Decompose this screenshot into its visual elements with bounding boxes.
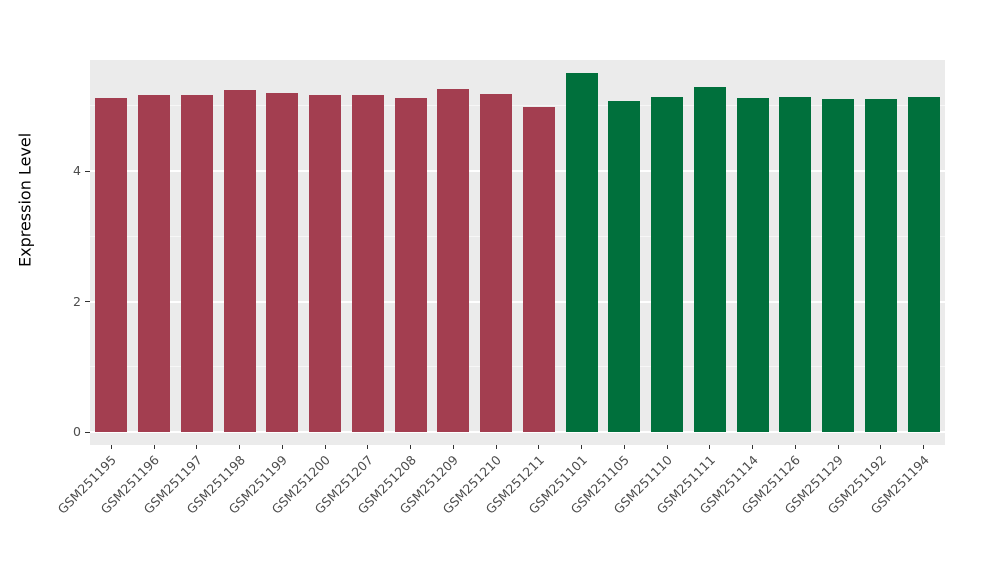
gridline-major [90,300,945,303]
x-tick-mark [623,445,625,449]
x-tick-mark [837,445,839,449]
bar [737,98,769,432]
bar [309,95,341,432]
x-tick-mark [495,445,497,449]
x-tick-mark [452,445,454,449]
y-tick-mark [85,431,90,433]
x-tick-mark [752,445,754,449]
y-tick-label: 0 [73,424,81,439]
x-tick-mark [923,445,925,449]
x-tick-mark [324,445,326,449]
bar [608,101,640,432]
x-tick-mark [709,445,711,449]
gridline-major [90,170,945,172]
bar [822,99,854,432]
gridline-minor [90,105,945,107]
x-tick-mark [794,445,796,449]
bar [395,98,427,432]
y-axis-title: Expression Level [16,133,35,267]
bar [908,97,940,432]
bar [566,73,598,432]
bar [181,95,213,432]
bar [480,94,512,432]
gridline-minor [90,366,945,368]
x-tick-mark [110,445,112,449]
x-tick-mark [410,445,412,449]
x-tick-mark [239,445,241,449]
bar [95,98,127,432]
bar [138,95,170,432]
bar [865,99,897,432]
y-tick-mark [85,170,90,172]
x-tick-mark [196,445,198,449]
x-tick-mark [880,445,882,449]
y-tick-mark [85,301,90,302]
bar [437,89,469,432]
x-tick-mark [367,445,369,449]
bar [266,93,298,432]
bar [352,95,384,432]
gridline-minor [90,235,945,237]
plot-panel [90,60,945,445]
bar [224,90,256,432]
bar [779,97,811,432]
y-tick-label: 4 [73,163,81,178]
x-tick-mark [581,445,583,449]
y-axis-title-text: Expression Level [15,132,35,267]
bar [523,107,555,432]
bar [694,87,726,432]
y-tick-label: 2 [73,293,81,309]
bar [651,97,683,432]
x-tick-mark [666,445,668,449]
x-tick-mark [153,445,155,449]
x-tick-mark [538,445,540,449]
gridline-major [90,431,945,433]
x-tick-mark [281,445,283,449]
